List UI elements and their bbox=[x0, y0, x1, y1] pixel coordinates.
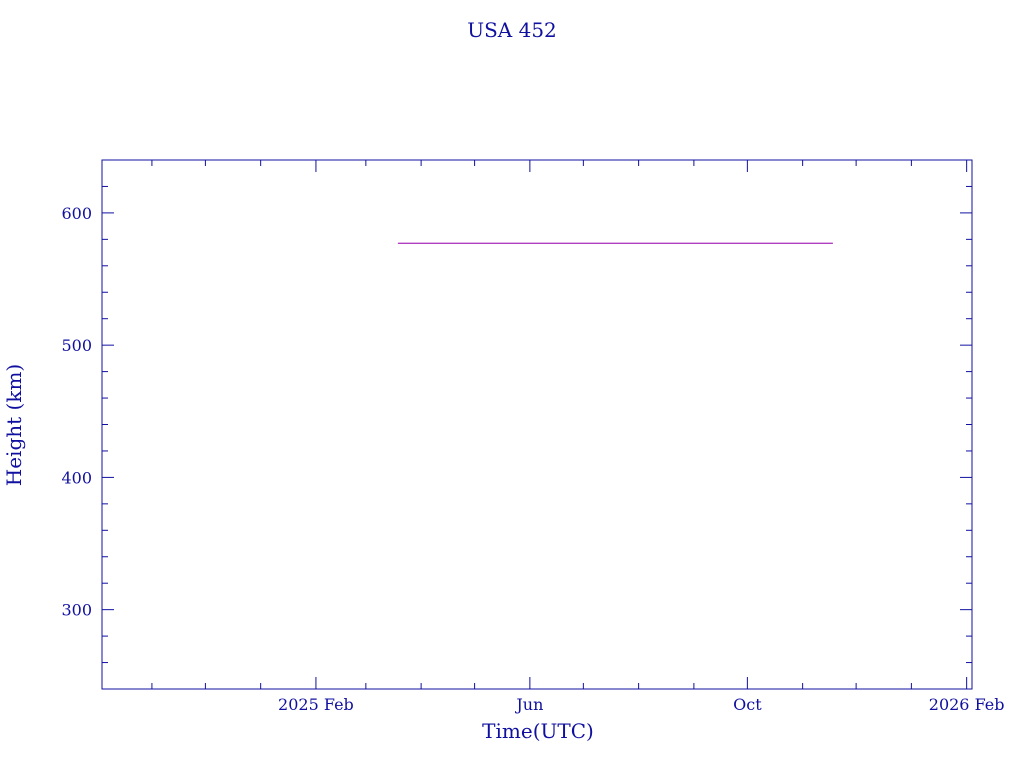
y-axis-label: Height (km) bbox=[2, 364, 26, 486]
tick-labels: 2025 Feb Jun Oct 2026 Feb 300 400 500 600 bbox=[61, 204, 1004, 714]
y-tick-label: 300 bbox=[61, 601, 92, 620]
x-tick-label: Oct bbox=[733, 695, 762, 714]
chart-title: USA 452 bbox=[467, 18, 557, 42]
y-tick-label: 600 bbox=[61, 204, 92, 223]
y-tick-label: 400 bbox=[61, 468, 92, 487]
x-tick-label: Jun bbox=[514, 695, 543, 714]
x-axis-label: Time(UTC) bbox=[482, 719, 594, 743]
plot-frame bbox=[101, 159, 973, 690]
x-tick-label: 2025 Feb bbox=[278, 695, 354, 714]
x-tick-label: 2026 Feb bbox=[929, 695, 1005, 714]
y-tick-label: 500 bbox=[61, 336, 92, 355]
ticks bbox=[102, 159, 972, 690]
